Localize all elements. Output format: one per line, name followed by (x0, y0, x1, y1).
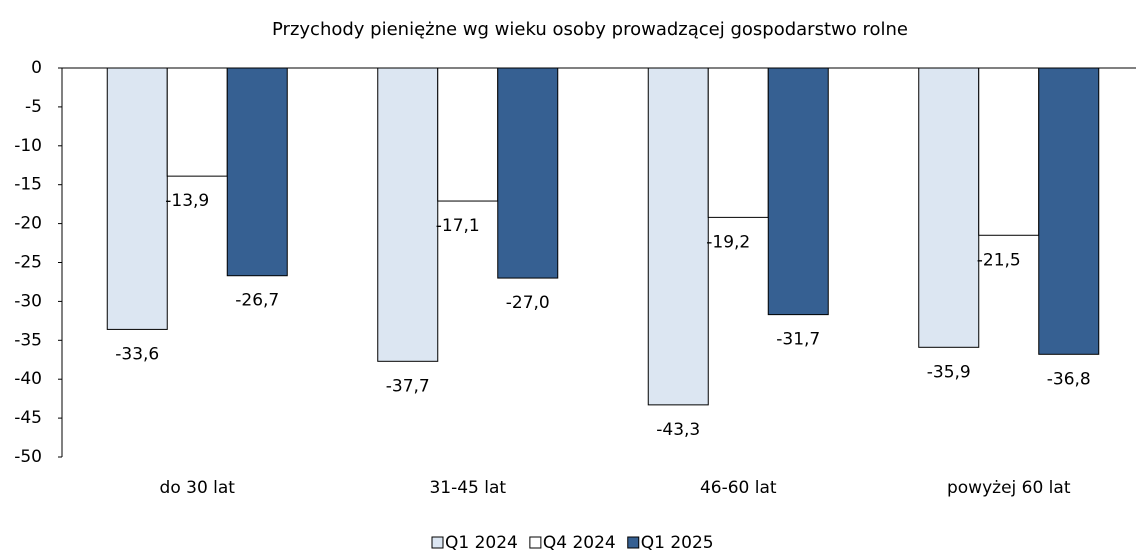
legend-label: Q4 2024 (543, 533, 616, 553)
bar (767, 67, 829, 316)
legend-swatch (627, 536, 640, 549)
legend-label: Q1 2025 (641, 533, 714, 553)
x-tick-label: do 30 lat (160, 478, 236, 498)
y-tick-label: -20 (14, 214, 42, 234)
value-label: -27,0 (506, 293, 550, 313)
value-label: -13,9 (165, 191, 209, 211)
bar (707, 67, 769, 218)
y-tick-label: -45 (14, 408, 42, 428)
chart-title: Przychody pieniężne wg wieku osoby prowa… (272, 19, 908, 40)
bar (106, 67, 168, 330)
bar (497, 67, 559, 279)
y-tick-label: -15 (14, 175, 42, 195)
value-label: -19,2 (706, 232, 750, 252)
y-tick-label: 0 (31, 58, 42, 78)
bar (918, 67, 980, 348)
value-label: -31,7 (776, 330, 820, 350)
value-label: -17,1 (436, 216, 480, 236)
y-tick-label: -5 (25, 97, 42, 117)
bar (377, 67, 439, 362)
bar (166, 67, 228, 177)
value-label: -21,5 (977, 250, 1021, 270)
value-label: -36,8 (1047, 369, 1091, 389)
bar (647, 67, 709, 406)
y-tick-label: -10 (14, 136, 42, 156)
y-tick-label: -50 (14, 447, 42, 467)
bar (437, 67, 499, 202)
bar (226, 67, 288, 277)
legend-swatch (431, 536, 444, 549)
value-label: -35,9 (927, 362, 971, 382)
y-tick-label: -25 (14, 253, 42, 273)
value-label: -26,7 (235, 291, 279, 311)
y-tick-label: -40 (14, 369, 42, 389)
legend-label: Q1 2024 (445, 533, 518, 553)
y-tick-label: -30 (14, 291, 42, 311)
value-label: -43,3 (656, 420, 700, 440)
y-tick-label: -35 (14, 330, 42, 350)
legend-swatch (529, 536, 542, 549)
x-tick-label: powyżej 60 lat (947, 478, 1071, 498)
x-tick-label: 31-45 lat (429, 478, 506, 498)
value-label: -33,6 (115, 344, 159, 364)
bar (1038, 67, 1100, 355)
bar (978, 67, 1040, 236)
x-tick-label: 46-60 lat (700, 478, 777, 498)
value-label: -37,7 (386, 376, 430, 396)
